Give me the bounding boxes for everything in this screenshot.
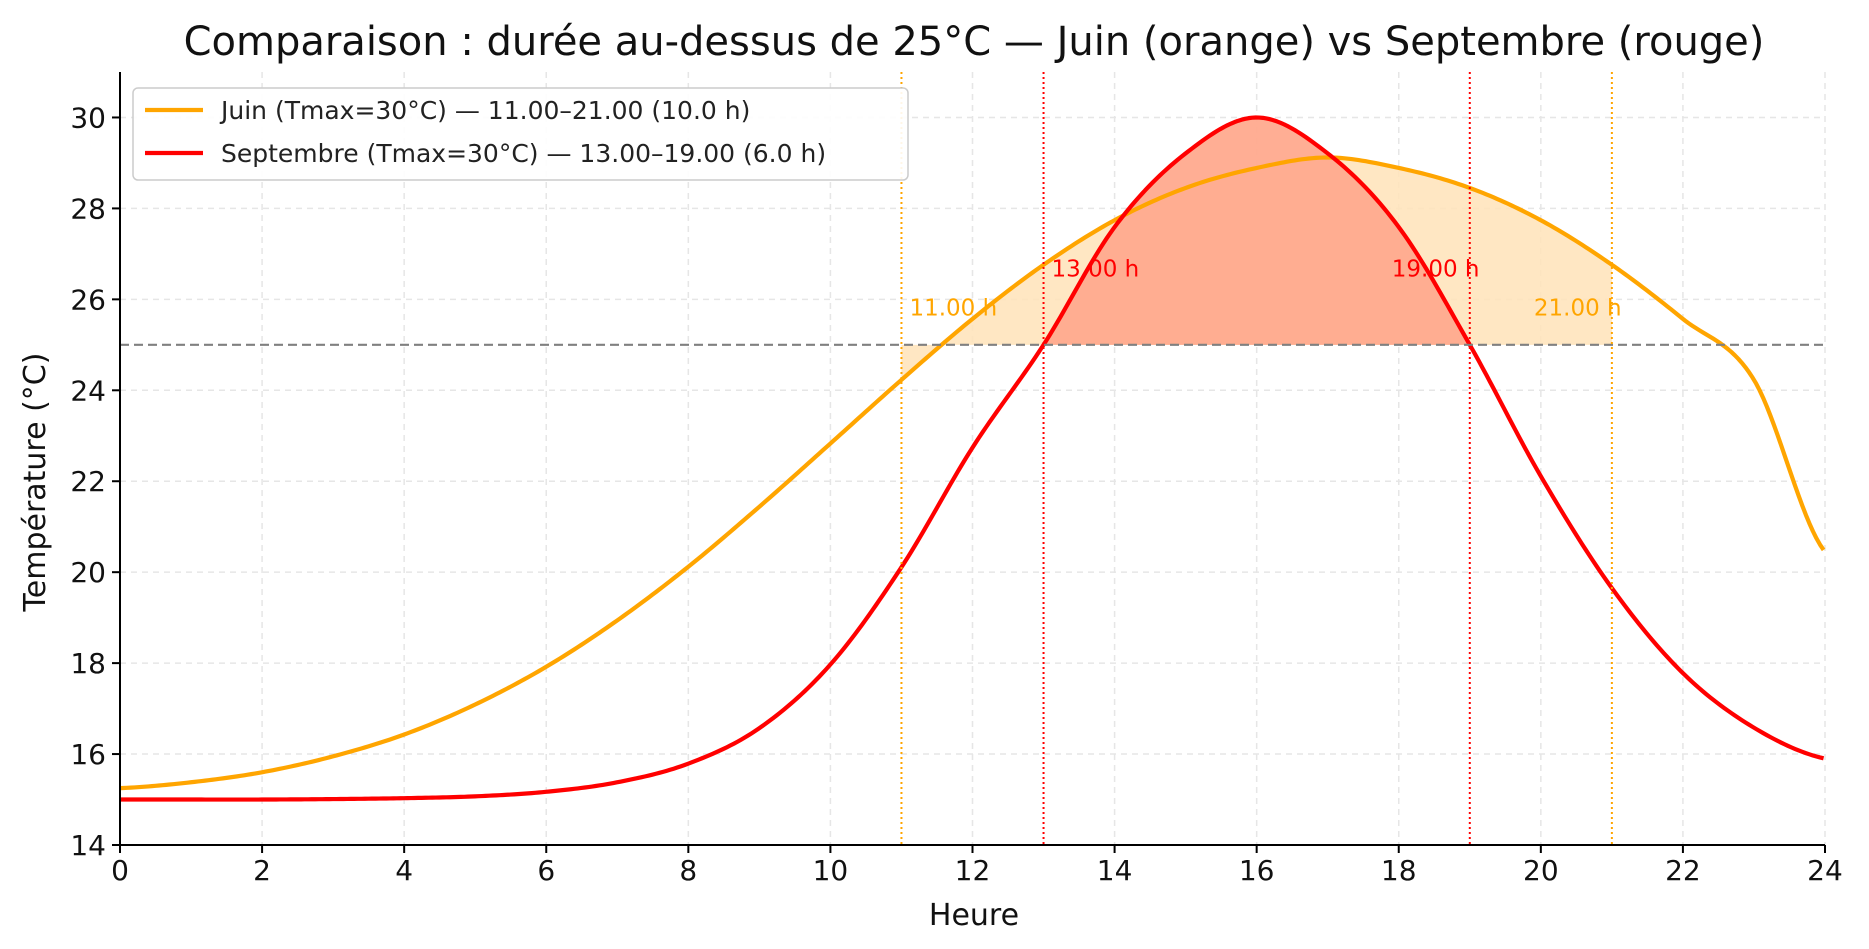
- x-tick-label: 6: [537, 854, 555, 887]
- fill-area-septembre: [1043, 117, 1470, 345]
- x-tick-label: 2: [253, 854, 271, 887]
- x-tick-label: 14: [1097, 854, 1133, 887]
- y-tick-label: 26: [70, 283, 106, 316]
- x-tick-label: 12: [955, 854, 991, 887]
- y-tick-label: 18: [70, 647, 106, 680]
- crossing-label: 19.00 h: [1392, 257, 1480, 283]
- chart-title: Comparaison : durée au-dessus de 25°C — …: [184, 19, 1765, 65]
- crossing-label: 21.00 h: [1534, 295, 1622, 321]
- series-line-juin: [119, 155, 1826, 791]
- y-tick-label: 22: [70, 465, 106, 498]
- x-tick-label: 16: [1239, 854, 1275, 887]
- y-tick-label: 20: [70, 556, 106, 589]
- x-axis-label: Heure: [929, 898, 1019, 933]
- fill-group: [901, 117, 1612, 380]
- series-group: [119, 115, 1826, 802]
- legend-box: [132, 87, 909, 181]
- x-tick-label: 22: [1665, 854, 1701, 887]
- x-tick-label: 8: [679, 854, 697, 887]
- y-tick-label: 24: [70, 374, 106, 407]
- y-tick-label: 30: [70, 101, 106, 134]
- y-axis-label: Température (°C): [18, 353, 53, 613]
- series-line-septembre: [120, 115, 1825, 802]
- x-tick-label: 18: [1381, 854, 1417, 887]
- x-tick-label: 20: [1523, 854, 1559, 887]
- y-tick-label: 28: [70, 192, 106, 225]
- legend-group: Juin (Tmax=30°C) — 11.00–21.00 (10.0 h) S…: [132, 87, 909, 181]
- x-tick-label: 0: [111, 854, 129, 887]
- x-tick-label: 10: [813, 854, 849, 887]
- crossing-label: 11.00 h: [909, 295, 997, 321]
- y-tick-label: 16: [70, 738, 106, 771]
- legend-label: Septembre (Tmax=30°C) — 13.00–19.00 (6.0…: [221, 139, 826, 168]
- grid-group: [119, 72, 1826, 846]
- crossing-label: 13.00 h: [1052, 257, 1140, 283]
- legend-label: Juin (Tmax=30°C) — 11.00–21.00 (10.0 h): [219, 96, 750, 125]
- annotation-group: 11.00 h 21.00 h 13.00 h 19.00 h: [120, 72, 1825, 845]
- x-tick-label: 4: [395, 854, 413, 887]
- y-tick-label: 14: [70, 829, 106, 862]
- x-tick-label: 24: [1807, 854, 1843, 887]
